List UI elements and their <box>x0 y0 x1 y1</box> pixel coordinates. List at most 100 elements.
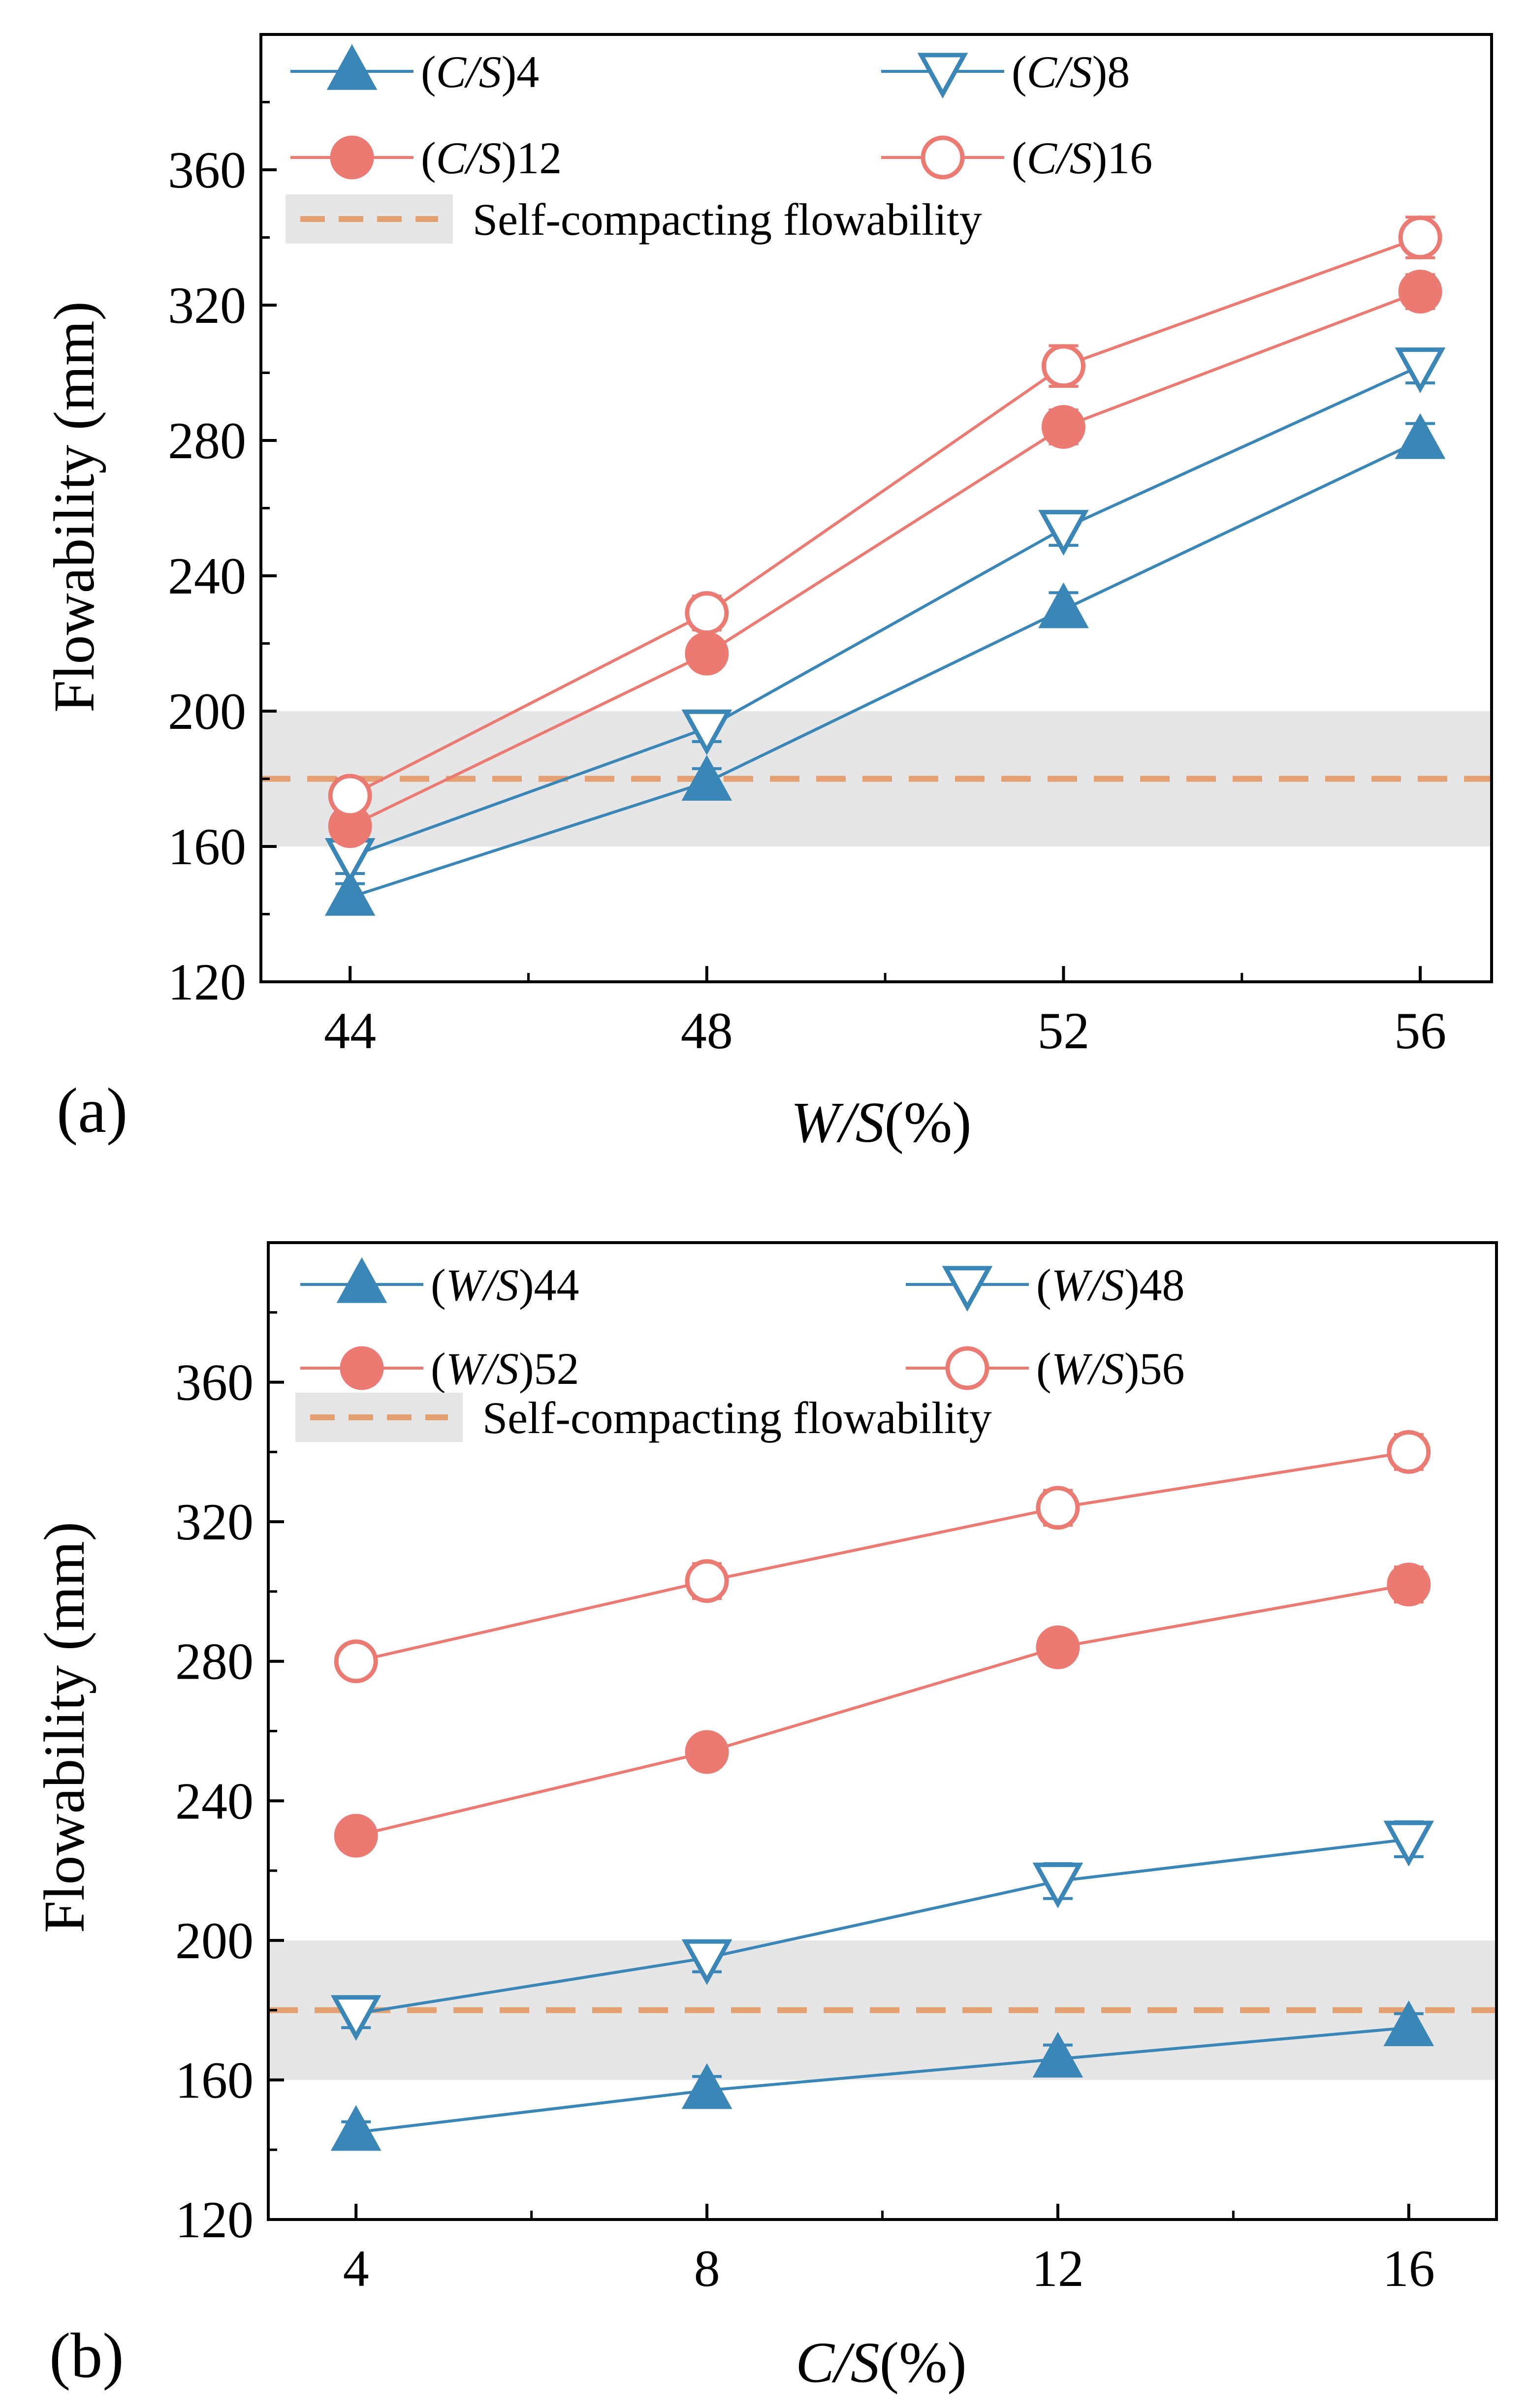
y-tick-label: 160 <box>175 2051 254 2109</box>
legend-item: (C/S)4 <box>290 44 539 97</box>
legend-label: (C/S)4 <box>421 47 539 97</box>
series-line <box>349 236 1421 797</box>
y-tick-label: 160 <box>168 818 246 876</box>
x-axis-title: C/S(%) <box>796 2330 966 2395</box>
legend-label: (W/S)56 <box>1036 1344 1184 1394</box>
panel-a: 120 160 200 240 280 320 360 44 48 52 56 W/S(%) Flowa… <box>42 33 1493 1155</box>
legend-item: (C/S)8 <box>881 47 1130 99</box>
data-point <box>330 2105 382 2151</box>
data-point <box>330 1995 382 2041</box>
series-line <box>355 1583 1409 1838</box>
data-point <box>328 774 372 818</box>
data-point <box>1383 1820 1434 1867</box>
data-point <box>1032 2032 1083 2078</box>
y-tick-label: 200 <box>175 1912 254 1970</box>
series-line <box>350 365 1421 858</box>
x-tick-label: 44 <box>324 1002 376 1060</box>
legend-item: (C/S)16 <box>881 133 1152 183</box>
series-0 <box>330 2000 1434 2151</box>
legend-marker <box>340 1346 384 1390</box>
x-tick-label: 48 <box>681 1002 733 1060</box>
panel-label: (b) <box>49 2320 124 2391</box>
data-point <box>1387 1563 1431 1607</box>
series-line <box>355 1450 1409 1663</box>
series-line <box>349 290 1421 828</box>
legend-item: (W/S)56 <box>906 1344 1184 1394</box>
legend-item: (W/S)44 <box>300 1257 579 1310</box>
data-point <box>1398 216 1442 259</box>
y-axis-title: Flowability (mm) <box>42 301 106 713</box>
data-point <box>1032 1862 1083 1908</box>
series-3 <box>334 1430 1431 1684</box>
data-point <box>334 1639 378 1684</box>
x-tick-label: 52 <box>1037 1002 1089 1060</box>
data-point <box>681 709 732 755</box>
legend-item: (W/S)48 <box>906 1260 1184 1312</box>
series-3 <box>328 216 1442 818</box>
data-point <box>334 1814 378 1858</box>
y-tick-label: 240 <box>175 1772 254 1830</box>
x-tick-label: 8 <box>694 2240 720 2297</box>
data-point <box>681 2063 732 2109</box>
legend-band-label: Self-compacting flowability <box>473 194 982 245</box>
series-1 <box>330 1820 1434 2041</box>
series-line <box>350 439 1421 899</box>
legend-marker <box>945 1346 989 1390</box>
y-tick-label: 280 <box>175 1633 254 1690</box>
legend-item: (C/S)12 <box>290 133 562 183</box>
legend-band-label: Self-compacting flowability <box>482 1393 992 1443</box>
y-tick-label: 360 <box>175 1354 254 1411</box>
y-tick-label: 280 <box>168 412 246 469</box>
legend-marker <box>917 53 968 99</box>
data-point <box>681 755 732 801</box>
data-point <box>324 870 376 916</box>
series-line <box>355 2026 1409 2134</box>
panel-label: (a) <box>57 1075 127 1146</box>
y-tick-label: 360 <box>168 141 246 199</box>
data-point <box>1038 510 1089 556</box>
plot-area <box>261 216 1492 916</box>
x-tick-label: 56 <box>1394 1002 1446 1060</box>
data-point <box>1387 1430 1431 1474</box>
legend-marker <box>330 135 374 180</box>
data-point <box>1036 1625 1080 1669</box>
x-tick-label: 12 <box>1032 2240 1084 2297</box>
legend: (W/S)44 (W/S)48 (W/S)52 (W/S)56 Self-compact… <box>295 1257 1184 1443</box>
plot-area <box>268 1430 1496 2151</box>
data-point <box>681 1939 732 1985</box>
legend-label: (C/S)12 <box>421 133 562 183</box>
data-point <box>1041 405 1085 449</box>
legend-marker <box>942 1266 993 1312</box>
x-tick-label: 4 <box>343 2240 369 2297</box>
legend-item: (W/S)52 <box>300 1344 579 1394</box>
data-point <box>685 591 729 635</box>
legend-label: (W/S)44 <box>431 1260 579 1310</box>
data-point <box>1038 582 1089 628</box>
y-tick-label: 200 <box>168 683 246 740</box>
legend-marker <box>921 135 965 180</box>
legend-marker <box>336 1257 387 1303</box>
y-axis-title: Flowability (mm) <box>32 1522 96 1933</box>
x-axis-title: W/S(%) <box>791 1090 972 1155</box>
legend-marker <box>326 44 378 90</box>
y-tick-label: 320 <box>175 1493 254 1551</box>
legend-label: (C/S)16 <box>1012 133 1152 183</box>
legend-label: (W/S)48 <box>1036 1260 1184 1310</box>
data-point <box>1395 347 1446 394</box>
legend-label: (W/S)52 <box>431 1344 579 1394</box>
legend: (C/S)4 (C/S)8 (C/S)12 (C/S)16 Self-compactin… <box>286 44 1152 245</box>
data-point <box>685 1559 729 1603</box>
y-tick-label: 120 <box>175 2191 254 2249</box>
data-point <box>1383 2000 1434 2046</box>
y-tick-label: 320 <box>168 277 246 334</box>
data-point <box>1398 270 1442 313</box>
series-0 <box>324 413 1446 916</box>
data-point <box>685 1730 729 1774</box>
series-line <box>355 1838 1409 2015</box>
y-tick-label: 240 <box>168 547 246 605</box>
data-point <box>1041 344 1085 388</box>
panel-b: 120 160 200 240 280 320 360 4 8 12 16 C/S(%) Flowabi… <box>32 1241 1498 2395</box>
data-point <box>1036 1486 1080 1530</box>
series-2 <box>328 270 1442 848</box>
